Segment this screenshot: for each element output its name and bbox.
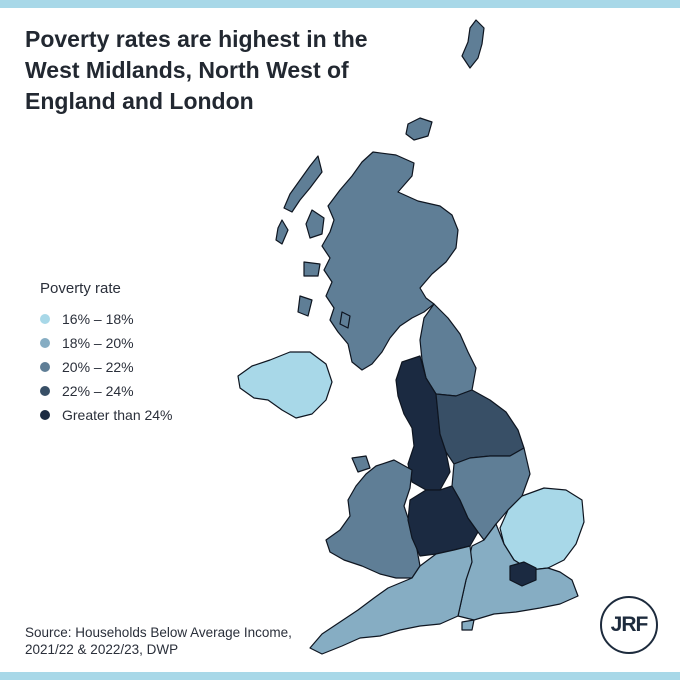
island-islay xyxy=(297,295,313,317)
map-legend: Poverty rate 16% – 18% 18% – 20% 20% – 2… xyxy=(40,280,173,427)
legend-label: 16% – 18% xyxy=(62,311,134,327)
region-london xyxy=(509,561,537,587)
top-accent-band xyxy=(0,0,680,8)
region-scotland xyxy=(321,151,459,371)
legend-swatch xyxy=(40,338,50,348)
bottom-accent-band xyxy=(0,672,680,680)
island-shetland xyxy=(461,19,485,69)
region-south-west xyxy=(309,545,473,655)
legend-item: 20% – 22% xyxy=(40,355,173,379)
legend-title: Poverty rate xyxy=(40,280,121,297)
region-northern-ireland xyxy=(237,351,333,419)
island-orkney xyxy=(405,117,433,141)
jrf-logo: JRF xyxy=(600,596,658,654)
island-arran xyxy=(339,311,351,329)
legend-swatch xyxy=(40,362,50,372)
island-mull xyxy=(303,261,321,277)
legend-label: 18% – 20% xyxy=(62,335,134,351)
legend-swatch xyxy=(40,410,50,420)
island-wight xyxy=(461,619,475,631)
island-anglesey xyxy=(351,455,371,473)
island-lewis xyxy=(283,155,323,213)
island-uist xyxy=(275,219,289,245)
island-skye xyxy=(305,209,325,239)
legend-swatch xyxy=(40,386,50,396)
chart-title: Poverty rates are highest in the West Mi… xyxy=(25,26,368,114)
legend-label: 20% – 22% xyxy=(62,359,134,375)
legend-item: Greater than 24% xyxy=(40,403,173,427)
legend-item: 16% – 18% xyxy=(40,307,173,331)
legend-swatch xyxy=(40,314,50,324)
region-yorkshire-and-the-humber xyxy=(435,389,525,465)
legend-label: 22% – 24% xyxy=(62,383,134,399)
legend-label: Greater than 24% xyxy=(62,407,173,423)
legend-item: 22% – 24% xyxy=(40,379,173,403)
source-note: Source: Households Below Average Income,… xyxy=(25,625,292,657)
region-wales xyxy=(325,459,421,579)
legend-item: 18% – 20% xyxy=(40,331,173,355)
